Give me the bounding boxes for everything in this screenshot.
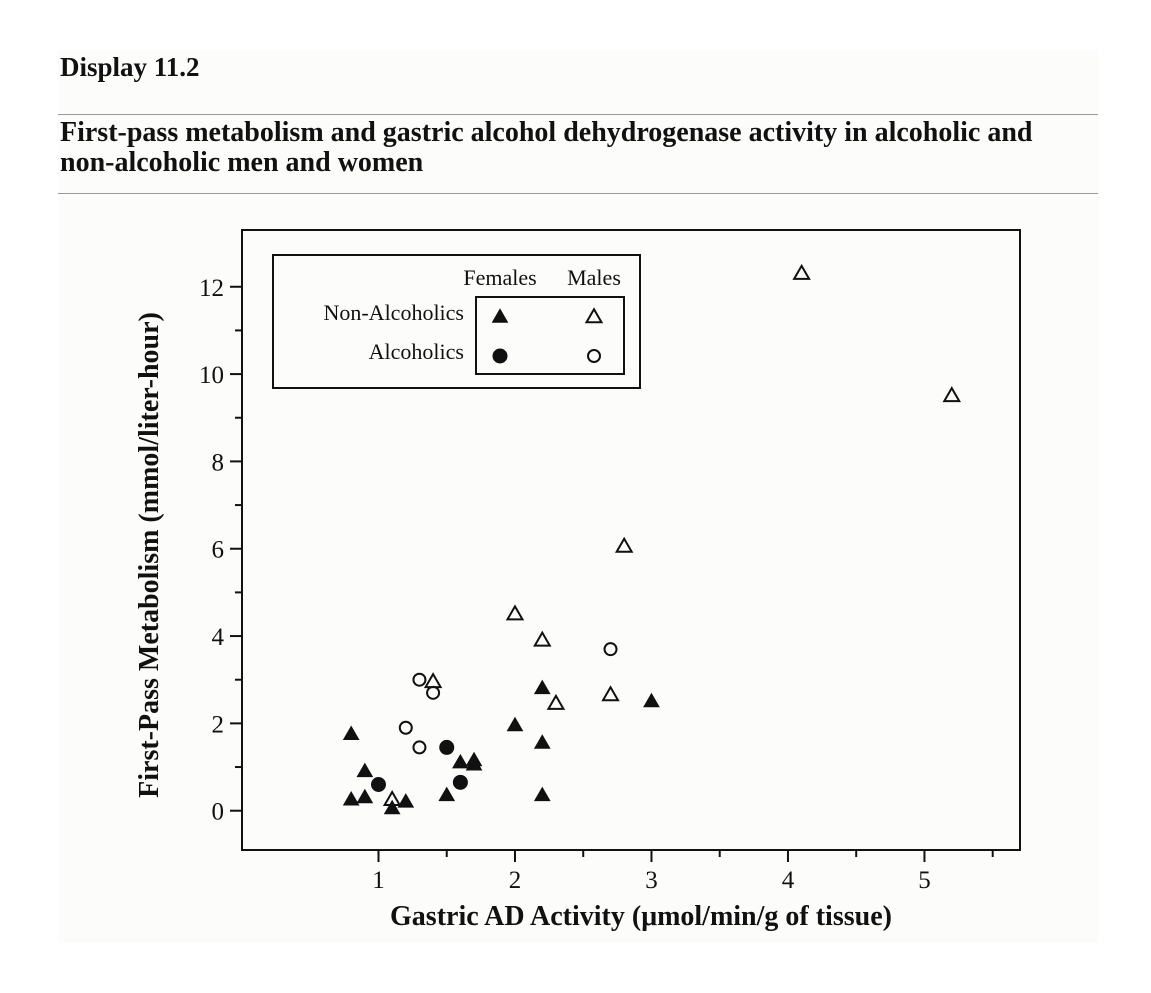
data-point-open-triangle <box>942 386 961 403</box>
y-tick-label: 10 <box>199 362 224 389</box>
y-tick-label: 12 <box>199 275 224 302</box>
legend-symbol-open-triangle <box>584 307 604 324</box>
data-point-open-triangle <box>792 263 811 280</box>
data-point-open-triangle <box>533 630 552 647</box>
legend-header-males: Males <box>567 265 621 290</box>
data-points <box>342 263 961 815</box>
data-point-filled-triangle <box>506 716 524 732</box>
y-tick-label: 8 <box>212 449 225 476</box>
legend-label-non-alcoholics: Non-Alcoholics <box>323 300 464 325</box>
x-tick-label: 5 <box>918 867 931 894</box>
data-point-filled-triangle <box>356 762 374 778</box>
data-point-open-circle <box>398 720 413 735</box>
y-tick-label: 4 <box>212 624 225 651</box>
legend-header-females: Females <box>463 265 536 290</box>
y-axis: 0 2 4 6 8 10 12 <box>199 275 242 826</box>
y-axis-label: First-Pass Metabolism (mmol/liter-hour) <box>134 312 165 798</box>
data-point-filled-triangle <box>643 692 660 708</box>
data-point-open-circle <box>412 672 427 687</box>
data-point-open-circle <box>426 685 441 700</box>
x-tick-label: 1 <box>372 867 385 894</box>
data-point-open-triangle <box>614 536 634 553</box>
y-tick-label: 6 <box>212 537 225 564</box>
data-point-open-triangle <box>423 672 443 689</box>
data-point-filled-triangle <box>533 734 551 749</box>
display-label: Display 11.2 <box>60 52 200 82</box>
x-tick-label: 2 <box>509 867 522 894</box>
y-tick-label: 2 <box>212 711 225 738</box>
legend-symbol-filled-triangle <box>491 308 509 323</box>
legend-label-alcoholics: Alcoholics <box>369 339 464 364</box>
data-point-filled-triangle <box>438 786 456 802</box>
data-point-filled-triangle <box>342 725 360 740</box>
data-point-filled-triangle <box>452 753 469 769</box>
data-point-filled-circle <box>370 777 386 793</box>
x-tick-label: 3 <box>645 867 658 894</box>
data-point-filled-triangle <box>533 786 551 802</box>
bottom-divider <box>58 193 1098 194</box>
legend-symbol-filled-circle <box>492 348 508 364</box>
data-point-filled-triangle <box>533 679 551 695</box>
x-axis: 1 2 3 4 5 <box>372 850 994 894</box>
legend-symbol-open-circle <box>587 349 601 363</box>
data-point-open-triangle <box>505 604 525 621</box>
data-point-filled-circle <box>452 774 468 790</box>
legend-symbol-box <box>475 296 625 375</box>
data-point-open-triangle <box>382 789 402 806</box>
data-point-open-triangle <box>546 693 566 710</box>
data-point-filled-triangle <box>383 799 401 815</box>
data-point-filled-circle <box>439 739 455 755</box>
y-tick-label: 0 <box>212 799 225 826</box>
x-tick-label: 4 <box>782 867 795 894</box>
figure-title: First-pass metabolism and gastric alcoho… <box>60 117 1033 178</box>
data-point-open-circle <box>603 642 618 657</box>
legend-box <box>272 254 641 389</box>
x-axis-label: Gastric AD Activity (μmol/min/g of tissu… <box>390 901 892 932</box>
data-point-filled-triangle <box>397 793 415 808</box>
legend: Females Males Non-Alcoholics Alcoholics <box>272 254 641 389</box>
data-point-open-triangle <box>601 685 620 702</box>
data-point-filled-triangle <box>356 788 374 804</box>
figure-panel <box>58 50 1098 943</box>
data-point-filled-triangle <box>342 790 360 806</box>
plot-frame <box>241 229 1021 851</box>
data-point-filled-triangle <box>465 751 483 767</box>
legend-symbols <box>491 307 604 364</box>
data-point-open-circle <box>412 740 427 755</box>
top-divider <box>58 114 1098 115</box>
